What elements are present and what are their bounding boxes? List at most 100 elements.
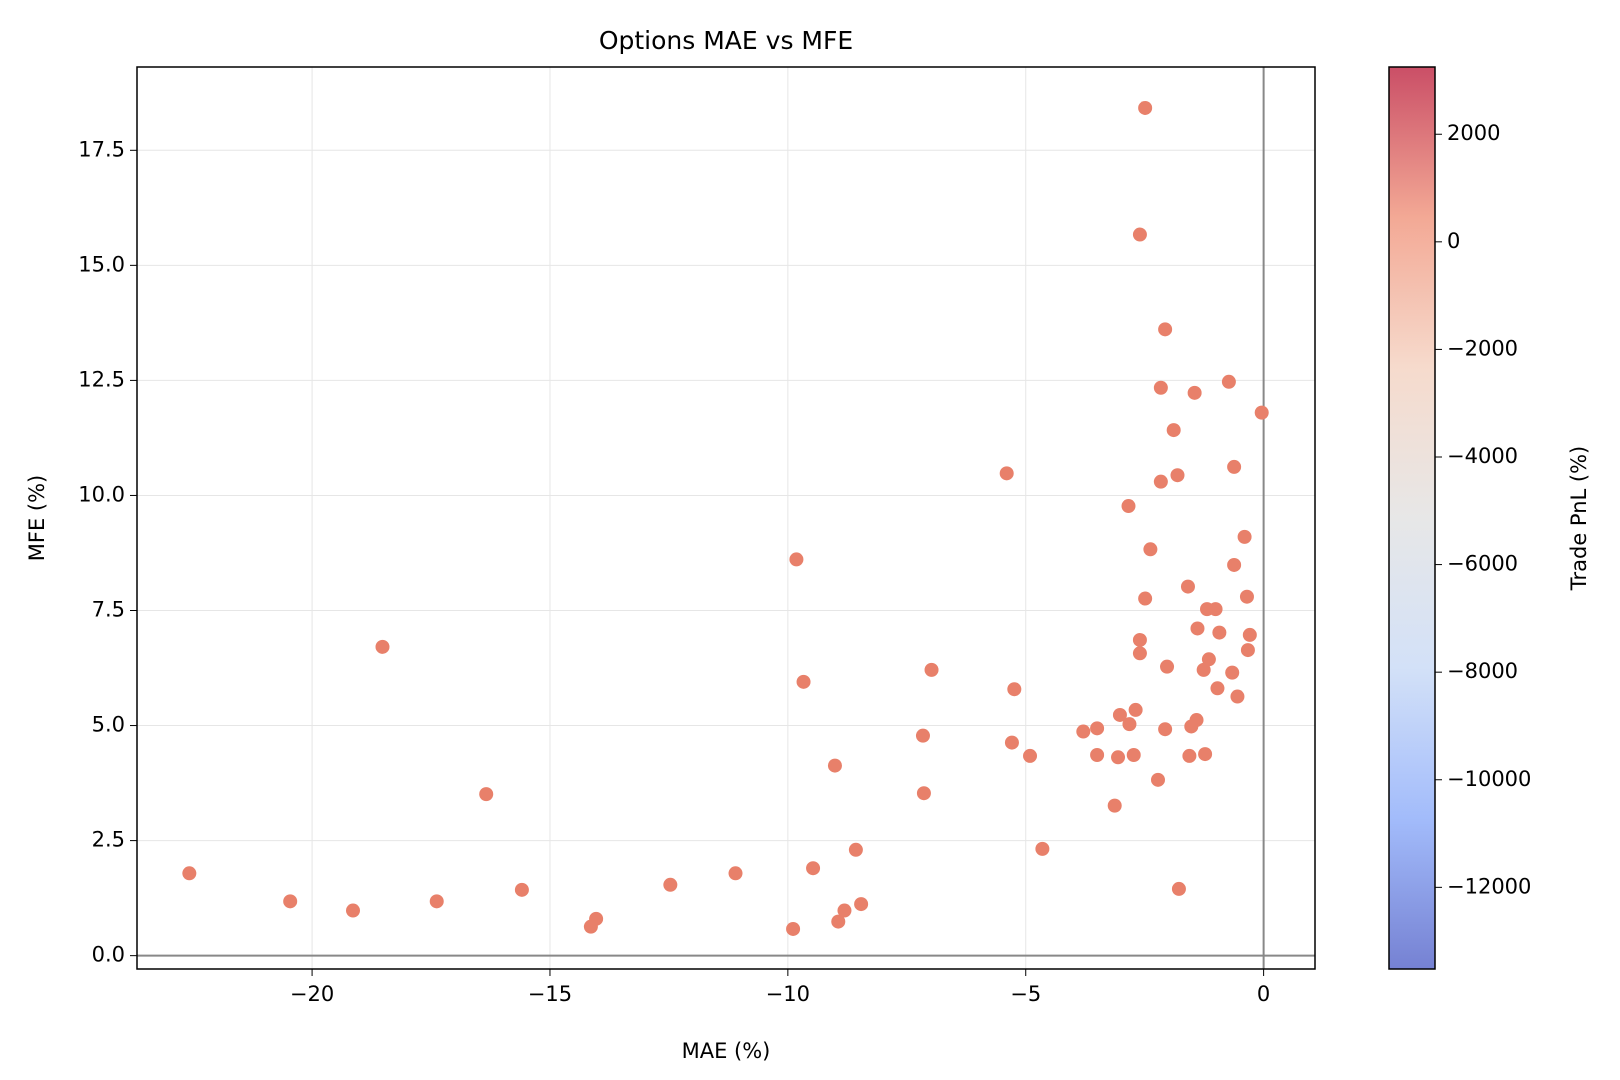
point xyxy=(728,866,743,881)
point xyxy=(1227,557,1242,572)
point xyxy=(182,866,197,881)
point xyxy=(1182,748,1197,763)
point xyxy=(1076,724,1091,739)
point xyxy=(1189,713,1204,728)
point xyxy=(1208,602,1223,617)
point xyxy=(924,662,939,677)
point xyxy=(1160,659,1175,674)
point xyxy=(589,911,604,926)
point xyxy=(796,674,811,689)
point xyxy=(1007,682,1022,697)
x-tick-label: −5 xyxy=(1010,982,1041,1006)
y-tick-label: 10.0 xyxy=(78,482,125,506)
point xyxy=(1112,707,1127,722)
point xyxy=(1143,542,1158,557)
point xyxy=(1158,722,1173,737)
point xyxy=(806,861,821,876)
y-tick-label: 7.5 xyxy=(92,598,125,622)
point xyxy=(1180,579,1195,594)
chart-title: Options MAE vs MFE xyxy=(599,26,853,55)
colorbar-label: Trade PnL (%) xyxy=(1567,446,1591,592)
point xyxy=(514,882,529,897)
point xyxy=(1004,735,1019,750)
point xyxy=(1153,474,1168,489)
colorbar xyxy=(1388,66,1436,970)
point xyxy=(1132,632,1147,647)
point xyxy=(1221,374,1236,389)
point xyxy=(1227,459,1242,474)
point xyxy=(1171,881,1186,896)
y-tick-label: 5.0 xyxy=(92,713,125,737)
colorbar-tick-label: 2000 xyxy=(1447,121,1500,145)
x-tick-label: 0 xyxy=(1257,982,1270,1006)
colorbar-tick-label: −4000 xyxy=(1447,444,1518,468)
point xyxy=(1225,665,1240,680)
point xyxy=(1132,227,1147,242)
point xyxy=(1230,689,1245,704)
point xyxy=(663,877,678,892)
point xyxy=(1111,750,1126,765)
point xyxy=(848,842,863,857)
point xyxy=(283,894,298,909)
point xyxy=(1023,748,1038,763)
y-axis-label: MFE (%) xyxy=(25,475,49,561)
point xyxy=(1210,681,1225,696)
x-axis-label: MAE (%) xyxy=(682,1039,771,1063)
point xyxy=(837,903,852,918)
point xyxy=(345,903,360,918)
point xyxy=(479,787,494,802)
point xyxy=(375,639,390,654)
point xyxy=(827,758,842,773)
colorbar-tick-label: −10000 xyxy=(1447,767,1531,791)
point xyxy=(915,728,930,743)
point xyxy=(1122,717,1137,732)
point xyxy=(1138,100,1153,115)
colorbar-tick-label: −6000 xyxy=(1447,552,1518,576)
point xyxy=(429,894,444,909)
y-tick-label: 15.0 xyxy=(78,252,125,276)
x-tick-label: −15 xyxy=(528,982,572,1006)
point xyxy=(1128,702,1143,717)
point xyxy=(1090,721,1105,736)
y-tick-label: 17.5 xyxy=(78,137,125,161)
point xyxy=(1150,772,1165,787)
x-tick-label: −10 xyxy=(766,982,810,1006)
point xyxy=(1240,643,1255,658)
point xyxy=(1138,591,1153,606)
point xyxy=(1190,621,1205,636)
point xyxy=(1107,798,1122,813)
point xyxy=(1132,646,1147,661)
point xyxy=(1126,748,1141,763)
point xyxy=(1254,405,1269,420)
point xyxy=(1153,380,1168,395)
point xyxy=(854,897,869,912)
colorbar-tick-label: 0 xyxy=(1447,229,1460,253)
point xyxy=(1090,748,1105,763)
plot-frame xyxy=(136,66,1316,970)
y-tick-label: 2.5 xyxy=(92,828,125,852)
plot-area xyxy=(137,67,1315,969)
point xyxy=(1035,841,1050,856)
point xyxy=(831,914,846,929)
point xyxy=(1239,589,1254,604)
point xyxy=(916,786,931,801)
point xyxy=(789,552,804,567)
point xyxy=(999,466,1014,481)
y-tick-label: 12.5 xyxy=(78,367,125,391)
point xyxy=(1242,627,1257,642)
colorbar-tick-label: −2000 xyxy=(1447,336,1518,360)
point xyxy=(1237,529,1252,544)
point xyxy=(1121,499,1136,514)
point xyxy=(1166,423,1181,438)
point xyxy=(1212,625,1227,640)
point xyxy=(1187,385,1202,400)
y-tick-label: 0.0 xyxy=(92,943,125,967)
colorbar-tick-label: −12000 xyxy=(1447,874,1531,898)
point xyxy=(1201,652,1216,667)
point xyxy=(1170,468,1185,483)
point xyxy=(1158,322,1173,337)
colorbar-tick-label: −8000 xyxy=(1447,659,1518,683)
point xyxy=(1198,747,1213,762)
point xyxy=(1196,662,1211,677)
